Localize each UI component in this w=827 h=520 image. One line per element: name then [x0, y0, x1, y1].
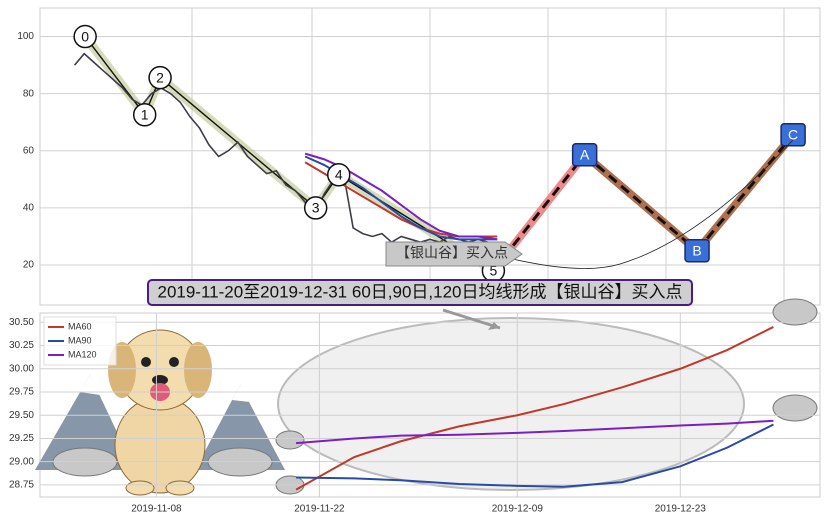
wave-marker	[73, 24, 97, 49]
wave-label: C	[788, 126, 798, 142]
series-line	[295, 326, 774, 491]
y-tick-label: 100	[17, 31, 34, 42]
wave-marker	[571, 143, 598, 167]
x-tick-label: 2019-11-22	[294, 504, 345, 515]
series-line	[296, 419, 774, 445]
y-tick-label: 29.75	[9, 387, 34, 398]
buy-point-callout: 【银山谷】买入点	[385, 241, 523, 267]
banner-arrow-head	[488, 322, 500, 330]
wave-label: 0	[81, 28, 89, 44]
wave-marker	[684, 238, 710, 263]
x-tick-label: 2019-12-09	[492, 504, 544, 515]
banner-text: 2019-11-20至2019-12-31 60日,90日,120日均线形成【银…	[157, 282, 682, 301]
x-tick-label: 2019-11-08	[131, 504, 182, 515]
wave-marker	[132, 103, 157, 127]
buy-point-label: 【银山谷】买入点	[396, 245, 508, 261]
wave-marker	[780, 123, 806, 147]
x-tick-label: 2019-12-23	[655, 504, 707, 515]
y-tick-label: 29.50	[9, 410, 34, 421]
legend-label: MA60	[68, 321, 92, 331]
banner: 2019-11-20至2019-12-31 60日,90日,120日均线形成【银…	[147, 279, 693, 306]
legend-label: MA120	[68, 349, 97, 359]
y-tick-label: 30.00	[9, 363, 34, 374]
projection-curve	[499, 139, 794, 269]
y-tick-label: 20	[23, 260, 35, 271]
legend-label: MA90	[68, 335, 92, 345]
highlight-ellipse	[277, 317, 745, 491]
wave-label: 4	[335, 166, 343, 182]
y-tick-label: 29.00	[9, 456, 34, 467]
wave-marker	[148, 65, 172, 90]
y-tick-label: 30.25	[9, 340, 34, 351]
wave-label: 2	[156, 69, 164, 85]
wave-label: B	[692, 242, 701, 258]
mountains	[35, 375, 285, 470]
y-tick-label: 30.50	[9, 317, 34, 328]
wave-label: 3	[312, 200, 320, 216]
projection-dash	[695, 133, 795, 252]
bottom-chart: 28.75 29.00 29.25 29.50 29.75 30.00 30.25 30.50…	[9, 298, 820, 515]
y-tick-label: 40	[23, 203, 35, 214]
banner-arrow	[442, 308, 501, 330]
y-tick-label: 60	[23, 145, 35, 156]
y-tick-label: 28.75	[9, 480, 34, 491]
wave-label: A	[580, 146, 590, 162]
wave-marker	[326, 163, 351, 187]
wave-label: 1	[141, 107, 149, 123]
wave-marker	[303, 196, 328, 220]
wave-label: 5	[490, 262, 498, 278]
y-tick-label: 29.25	[9, 433, 34, 444]
series-line	[296, 423, 774, 488]
y-tick-label: 80	[23, 88, 35, 99]
projection-dash	[583, 153, 699, 252]
